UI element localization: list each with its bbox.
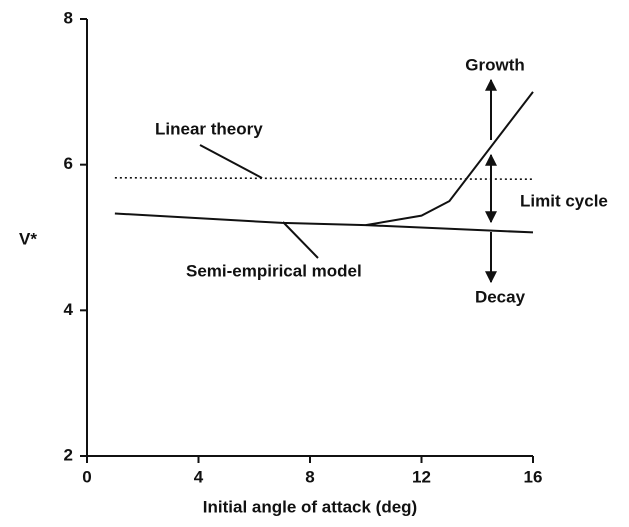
- y-tick-label: 4: [64, 300, 74, 319]
- y-tick-label: 8: [64, 8, 73, 27]
- x-tick-label: 12: [412, 467, 431, 486]
- y-axis-label: V*: [19, 229, 37, 248]
- annotation: Limit cycle: [520, 191, 608, 210]
- line: [114, 176, 534, 181]
- x-tick-label: 4: [194, 467, 204, 486]
- x-tick-label: 0: [82, 467, 91, 486]
- series-label: Linear theory: [155, 119, 263, 138]
- series-label: Semi-empirical model: [186, 261, 362, 280]
- annotation: Growth: [465, 55, 525, 74]
- leader-line: [282, 221, 319, 259]
- x-axis-label: Initial angle of attack (deg): [203, 497, 417, 516]
- x-tick-label: 16: [524, 467, 543, 486]
- y-tick-label: 2: [64, 445, 73, 464]
- y-tick-label: 6: [64, 154, 73, 173]
- line: [365, 91, 534, 227]
- annotation: Decay: [475, 287, 526, 306]
- leader-line: [199, 144, 263, 179]
- line: [114, 212, 534, 234]
- x-tick-label: 8: [305, 467, 314, 486]
